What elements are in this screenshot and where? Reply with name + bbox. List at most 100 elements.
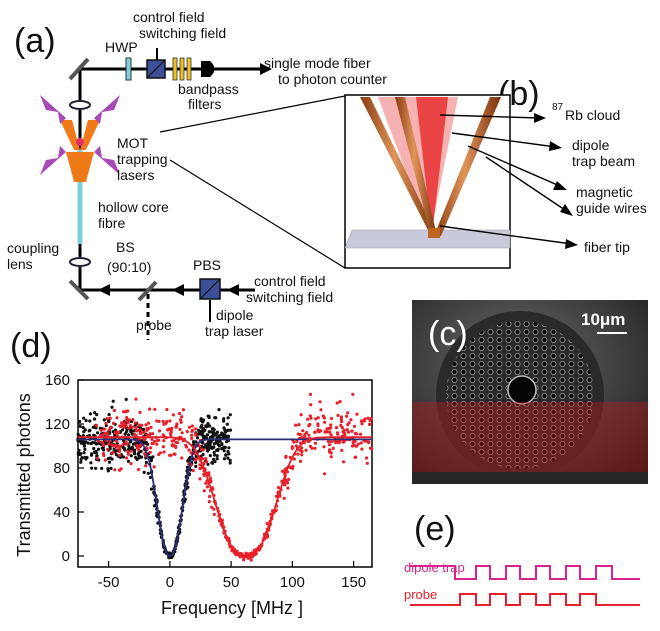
data-point bbox=[87, 429, 91, 433]
data-point bbox=[329, 416, 333, 421]
data-point bbox=[207, 500, 211, 504]
data-point bbox=[280, 469, 284, 473]
data-point bbox=[178, 411, 182, 416]
data-point bbox=[117, 468, 122, 472]
data-point bbox=[152, 465, 156, 469]
mot-line2: trapping bbox=[117, 151, 168, 167]
control-switch-top-line2: switching field bbox=[139, 25, 226, 41]
data-point bbox=[204, 457, 208, 461]
data-point bbox=[105, 431, 109, 435]
data-point bbox=[292, 457, 296, 461]
data-point bbox=[134, 433, 138, 437]
dipole-trap-label: dipole trap bbox=[404, 560, 465, 575]
fiber-out-line2: to photon counter bbox=[278, 71, 387, 87]
data-point bbox=[204, 481, 208, 485]
data-point bbox=[168, 453, 172, 457]
data-point bbox=[155, 438, 160, 442]
data-point bbox=[94, 442, 98, 446]
data-point bbox=[194, 460, 198, 464]
data-point bbox=[291, 464, 295, 468]
data-point bbox=[202, 435, 206, 440]
data-point bbox=[79, 460, 83, 464]
data-point bbox=[367, 440, 371, 444]
data-point bbox=[130, 432, 134, 436]
data-point bbox=[179, 420, 183, 424]
data-point bbox=[225, 422, 229, 426]
data-point bbox=[148, 432, 152, 436]
data-point bbox=[144, 464, 148, 468]
data-point bbox=[185, 445, 189, 449]
panel-b-inset: (b) 87 Rb cloud dipole trap beam magneti… bbox=[344, 75, 647, 269]
data-point bbox=[299, 413, 303, 417]
data-point bbox=[78, 439, 82, 443]
data-point bbox=[294, 444, 298, 448]
data-point bbox=[322, 416, 326, 420]
data-point bbox=[178, 427, 182, 431]
data-point bbox=[190, 433, 194, 437]
data-point bbox=[157, 419, 161, 423]
data-point bbox=[197, 428, 201, 432]
data-point bbox=[306, 417, 310, 421]
data-point bbox=[102, 418, 106, 422]
data-point bbox=[341, 440, 345, 444]
data-point bbox=[338, 440, 342, 444]
data-point bbox=[86, 441, 90, 445]
data-point bbox=[207, 471, 211, 475]
data-point bbox=[353, 431, 357, 435]
bandpass-filter-2 bbox=[179, 57, 185, 81]
y-axis-label: Transmitted photons bbox=[14, 393, 34, 556]
beam-splitter bbox=[137, 280, 158, 302]
data-point bbox=[313, 430, 317, 434]
data-point bbox=[81, 425, 85, 430]
data-point bbox=[360, 422, 364, 426]
data-point bbox=[208, 442, 212, 446]
arrow-to-fiber bbox=[260, 63, 272, 75]
y-tick-label: 120 bbox=[45, 416, 70, 433]
plot-frame bbox=[77, 379, 373, 568]
probe-timing-label: probe bbox=[404, 587, 437, 602]
data-point bbox=[137, 454, 141, 458]
y-tick-label: 0 bbox=[62, 548, 70, 565]
data-point bbox=[228, 461, 232, 465]
data-point bbox=[113, 468, 117, 472]
data-point bbox=[329, 455, 333, 459]
data-point bbox=[174, 440, 178, 444]
data-point bbox=[96, 431, 100, 435]
data-point bbox=[290, 446, 294, 450]
data-point bbox=[221, 446, 225, 450]
data-point bbox=[144, 423, 148, 427]
data-point bbox=[211, 426, 215, 431]
data-point bbox=[307, 433, 311, 437]
data-point bbox=[350, 429, 354, 433]
data-point bbox=[76, 451, 80, 455]
fiber-tip-label: fiber tip bbox=[584, 239, 630, 255]
arrow-left-3 bbox=[227, 284, 239, 296]
data-point bbox=[133, 448, 137, 452]
data-point bbox=[212, 512, 216, 517]
data-point bbox=[162, 450, 166, 454]
data-point bbox=[187, 425, 192, 429]
data-point bbox=[210, 434, 214, 438]
mot-line3: lasers bbox=[117, 167, 154, 183]
data-point bbox=[140, 423, 144, 427]
zoom-line-top bbox=[159, 95, 346, 133]
magnetic-line2: guide wires bbox=[576, 200, 647, 216]
data-point bbox=[111, 399, 115, 403]
data-point bbox=[207, 415, 211, 420]
data-point bbox=[136, 467, 141, 472]
data-point bbox=[198, 466, 202, 471]
data-point bbox=[118, 424, 122, 428]
data-point bbox=[79, 458, 83, 462]
fit-curve bbox=[78, 436, 372, 557]
data-point bbox=[102, 448, 106, 452]
data-point bbox=[191, 440, 196, 444]
data-point bbox=[147, 421, 151, 425]
data-point bbox=[109, 425, 113, 429]
data-point bbox=[133, 421, 137, 425]
data-point bbox=[82, 451, 86, 455]
mirror-top bbox=[68, 57, 90, 81]
data-point bbox=[309, 403, 313, 407]
data-point bbox=[213, 416, 217, 420]
data-point bbox=[92, 450, 97, 454]
